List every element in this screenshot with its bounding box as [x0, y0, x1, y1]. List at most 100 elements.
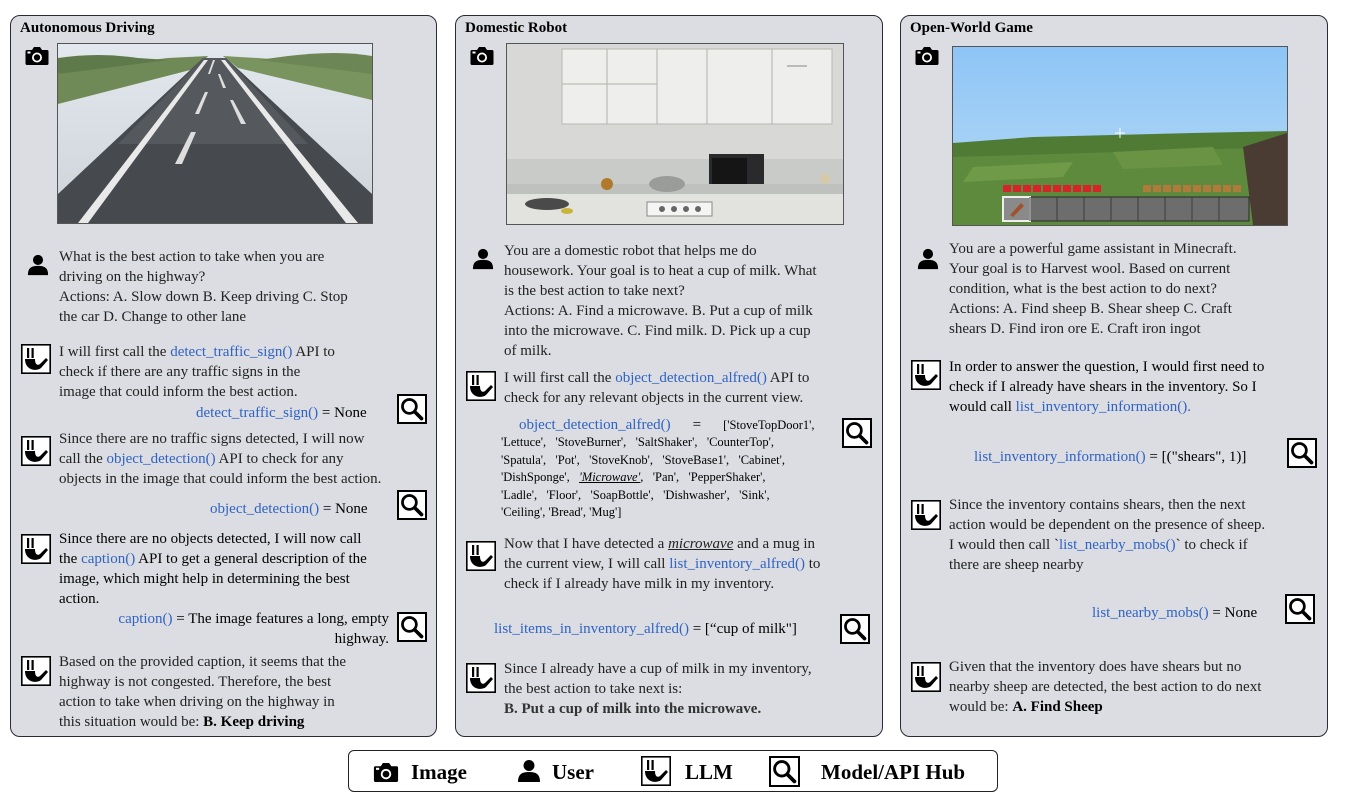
text: Now that I have detected a: [504, 536, 669, 552]
user-icon: [27, 254, 49, 276]
llm-icon: [466, 371, 496, 401]
user-question: What is the best action to take when you…: [59, 247, 348, 327]
user-icon: [472, 248, 494, 270]
text: Since there are no traffic signs detecte…: [59, 431, 365, 447]
api-value: ['StoveTopDoor1',: [723, 418, 815, 432]
api-call: caption(): [118, 611, 173, 627]
hub-icon: [840, 614, 870, 644]
llm-step-3: Given that the inventory does have shear…: [949, 657, 1261, 717]
panel-title: Open-World Game: [910, 20, 1033, 36]
user-line: Your goal is to Harvest wool. Based on c…: [949, 261, 1231, 277]
api-call: caption(): [81, 551, 136, 567]
text: objects in the image that could inform t…: [59, 471, 382, 487]
camera-icon: [915, 46, 939, 66]
final-answer: B. Keep driving: [203, 714, 305, 730]
api-call: list_nearby_mobs(): [1092, 605, 1209, 621]
api-result-2: object_detection() = None: [210, 499, 368, 519]
text: I would then call `: [949, 537, 1059, 553]
user-line: Actions: A. Find a microwave. B. Put a c…: [504, 303, 813, 319]
text: I will first call the: [59, 344, 171, 360]
legend-user-label: User: [552, 760, 594, 784]
user-line: of milk.: [504, 343, 552, 359]
panel-autonomous-driving: Autonomous Driving What is the best acti…: [10, 15, 437, 737]
legend-image-label: Image: [411, 760, 467, 784]
text: ` to check if: [1175, 537, 1248, 553]
camera-icon: [470, 46, 494, 66]
text: API to: [766, 370, 810, 386]
user-line: into the microwave. C. Find milk. D. Pic…: [504, 323, 811, 339]
api-call: list_inventory_information(): [974, 449, 1146, 465]
api-value: , 'Pan', 'PepperShaker',: [640, 470, 766, 484]
llm-step-1: I will first call the detect_traffic_sig…: [59, 342, 335, 402]
llm-icon: [21, 344, 51, 374]
text: call the: [59, 451, 107, 467]
legend-llm-label: LLM: [685, 760, 733, 784]
llm-icon: [466, 541, 496, 571]
api-value: = The image features a long, empty: [172, 611, 389, 627]
api-value: highway.: [334, 631, 389, 647]
user-line: driving on the highway?: [59, 269, 206, 285]
api-value: = None: [1208, 605, 1258, 621]
text: =: [692, 417, 702, 433]
text: the best action to take next is:: [504, 681, 683, 697]
llm-step-2: Since there are no traffic signs detecte…: [59, 429, 381, 489]
api-value: 'DishSponge',: [501, 470, 580, 484]
llm-icon: [21, 656, 51, 686]
api-call: detect_traffic_sign(): [170, 344, 293, 360]
llm-icon: [466, 663, 496, 693]
panel-open-world-game: Open-World Game You are a powerful game: [900, 15, 1328, 737]
api-call: list_inventory_alfred(): [669, 556, 806, 572]
api-value: 'Lettuce', 'StoveBurner', 'SaltShaker', …: [501, 435, 774, 449]
user-question: You are a domestic robot that helps me d…: [504, 241, 817, 361]
api-call: list_items_in_inventory_alfred(): [494, 621, 689, 637]
text: check if I already have shears in the in…: [949, 379, 1257, 395]
api-result-1: detect_traffic_sign() = None: [196, 403, 367, 423]
llm-step-3: Since I already have a cup of milk in my…: [504, 659, 812, 719]
text: and a mug in: [733, 536, 816, 552]
text: I will first call the: [504, 370, 616, 386]
text: highway is not congested. Therefore, the…: [59, 674, 332, 690]
hub-icon: [769, 756, 800, 787]
user-line: Actions: A. Find sheep B. Shear sheep C.…: [949, 301, 1232, 317]
user-line: is the best action to take next?: [504, 283, 685, 299]
llm-icon: [21, 436, 51, 466]
text: In order to answer the question, I would…: [949, 359, 1265, 375]
final-answer: A. Find Sheep: [1012, 699, 1103, 715]
text: check if there are any traffic signs in …: [59, 364, 301, 380]
llm-icon: [911, 662, 941, 692]
user-line: Actions: A. Slow down B. Keep driving C.…: [59, 289, 348, 305]
hub-icon: [1285, 594, 1315, 624]
llm-step-3: Since there are no objects detected, I w…: [59, 529, 367, 609]
user-line: You are a domestic robot that helps me d…: [504, 243, 757, 259]
user-line: What is the best action to take when you…: [59, 249, 325, 265]
text: Since I already have a cup of milk in my…: [504, 661, 812, 677]
llm-step-1: In order to answer the question, I would…: [949, 357, 1264, 417]
api-value: = [“cup of milk"]: [688, 621, 797, 637]
text: Since there are no objects detected, I w…: [59, 531, 362, 547]
llm-icon: [21, 534, 51, 564]
api-value: 'Spatula', 'Pot', 'StoveKnob', 'StoveBas…: [501, 452, 785, 467]
text: action.: [59, 591, 100, 607]
hub-icon: [397, 490, 427, 520]
api-value: = None: [318, 405, 367, 421]
api-call: object_detection(): [106, 451, 216, 467]
hub-icon: [397, 394, 427, 424]
kitchen-image: [506, 43, 844, 225]
text: nearby sheep are detected, the best acti…: [949, 679, 1262, 695]
user-line: You are a powerful game assistant in Min…: [949, 241, 1237, 257]
panel-domestic-robot: Domestic Robot You are a dome: [455, 15, 883, 737]
api-result-3: caption() = The image features a long, e…: [89, 609, 389, 649]
api-call: object_detection_alfred(): [519, 417, 671, 433]
text: this situation would be:: [59, 714, 204, 730]
llm-icon: [911, 500, 941, 530]
text: check for any relevant objects in the cu…: [504, 390, 804, 406]
api-result-1: list_inventory_information() = [("shears…: [974, 447, 1246, 467]
legend: Image User LLM Model/API Hub: [348, 750, 998, 792]
llm-step-2: Now that I have detected a microwave and…: [504, 534, 820, 594]
text: image, which might help in determining t…: [59, 571, 350, 587]
api-call: object_detection(): [210, 501, 320, 517]
text: the current view, I will call: [504, 556, 670, 572]
highway-image: [57, 43, 373, 224]
panel-title: Domestic Robot: [465, 20, 568, 36]
camera-icon: [25, 46, 49, 66]
